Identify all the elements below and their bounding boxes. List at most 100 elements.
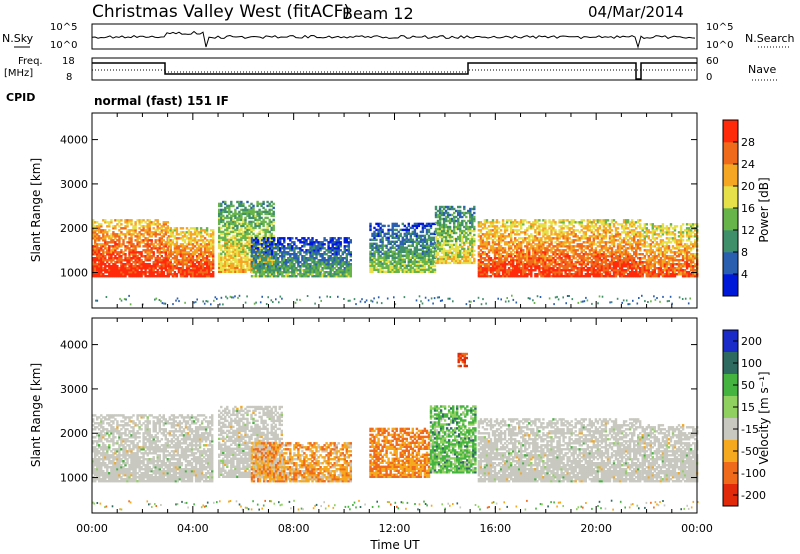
data-cell xyxy=(503,255,507,258)
data-cell xyxy=(122,263,125,266)
data-cell xyxy=(580,275,583,278)
data-cell xyxy=(130,235,133,238)
data-cell xyxy=(271,247,274,250)
data-cell xyxy=(510,255,513,258)
data-cell xyxy=(331,237,334,240)
data-cell xyxy=(427,254,431,257)
data-cell xyxy=(429,270,433,273)
data-cell xyxy=(369,228,372,232)
data-cell xyxy=(453,261,456,265)
data-cell xyxy=(156,223,159,226)
data-cell xyxy=(534,243,537,246)
data-cell xyxy=(218,230,221,234)
data-cell xyxy=(429,242,433,245)
data-cell xyxy=(260,210,263,214)
data-cell xyxy=(425,224,429,228)
data-cell xyxy=(479,229,483,232)
data-cell xyxy=(465,223,468,227)
data-cell xyxy=(514,251,517,254)
data-cell xyxy=(586,245,589,248)
data-cell xyxy=(580,271,583,274)
data-cell xyxy=(582,255,585,258)
data-cell xyxy=(171,253,175,256)
data-cell xyxy=(576,275,579,278)
data-cell xyxy=(236,264,239,267)
data-cell xyxy=(444,209,448,213)
data-cell xyxy=(425,252,429,255)
data-cell xyxy=(124,245,127,248)
data-cell xyxy=(343,241,346,244)
data-cell xyxy=(148,257,151,260)
data-cell xyxy=(524,255,527,258)
data-cell xyxy=(98,275,101,278)
data-cell xyxy=(528,241,531,244)
data-cell xyxy=(369,252,372,255)
data-cell xyxy=(114,249,117,252)
data-cell xyxy=(586,273,589,276)
data-cell xyxy=(542,223,545,226)
data-cell xyxy=(465,253,468,257)
data-cell xyxy=(592,261,595,264)
data-cell xyxy=(208,249,211,252)
data-cell xyxy=(197,243,201,246)
data-cell xyxy=(552,227,555,230)
data-cell xyxy=(534,221,537,224)
data-cell xyxy=(201,273,205,276)
data-cell xyxy=(250,212,253,216)
data-cell xyxy=(124,247,127,250)
data-cell xyxy=(303,257,306,260)
data-cell xyxy=(518,253,521,256)
data-cell xyxy=(495,261,499,264)
data-cell xyxy=(514,247,517,250)
data-cell xyxy=(193,237,197,240)
data-cell xyxy=(369,256,372,259)
data-cell xyxy=(244,226,247,230)
data-cell xyxy=(544,263,547,266)
data-cell xyxy=(218,238,221,241)
data-cell xyxy=(566,239,569,242)
data-cell xyxy=(167,255,170,258)
data-cell xyxy=(387,228,390,232)
data-cell xyxy=(162,257,165,260)
data-cell xyxy=(162,239,165,242)
data-cell xyxy=(250,226,253,230)
data-cell xyxy=(160,227,163,230)
data-cell xyxy=(483,275,487,278)
data-cell xyxy=(144,243,147,246)
data-cell xyxy=(323,251,326,254)
data-cell xyxy=(385,266,388,269)
data-cell xyxy=(291,267,294,270)
data-cell xyxy=(558,267,561,270)
data-cell xyxy=(130,239,133,242)
data-cell xyxy=(542,245,545,248)
data-cell xyxy=(540,251,543,254)
data-cell xyxy=(425,230,429,234)
data-cell xyxy=(417,222,421,226)
data-cell xyxy=(580,249,583,252)
data-cell xyxy=(375,250,378,253)
data-cell xyxy=(528,239,531,242)
data-cell xyxy=(415,268,419,271)
data-cell xyxy=(524,265,527,268)
cpid-text: normal (fast) 151 IF xyxy=(94,94,229,108)
data-cell xyxy=(512,229,515,232)
data-cell xyxy=(203,269,207,272)
data-cell xyxy=(582,269,585,272)
data-cell xyxy=(546,271,549,274)
data-cell xyxy=(228,206,231,210)
data-cell xyxy=(130,273,133,276)
data-cell xyxy=(369,250,372,253)
data-cell xyxy=(262,271,266,274)
data-cell xyxy=(140,271,143,274)
data-cell xyxy=(373,262,376,265)
data-cell xyxy=(558,235,561,238)
data-cell xyxy=(234,250,237,253)
data-cell xyxy=(518,229,521,232)
data-cell xyxy=(479,223,483,226)
data-cell xyxy=(128,269,131,272)
data-cell xyxy=(546,233,549,236)
data-cell xyxy=(503,259,507,262)
data-cell xyxy=(510,241,513,244)
data-cell xyxy=(266,224,269,228)
data-cell xyxy=(246,224,249,228)
